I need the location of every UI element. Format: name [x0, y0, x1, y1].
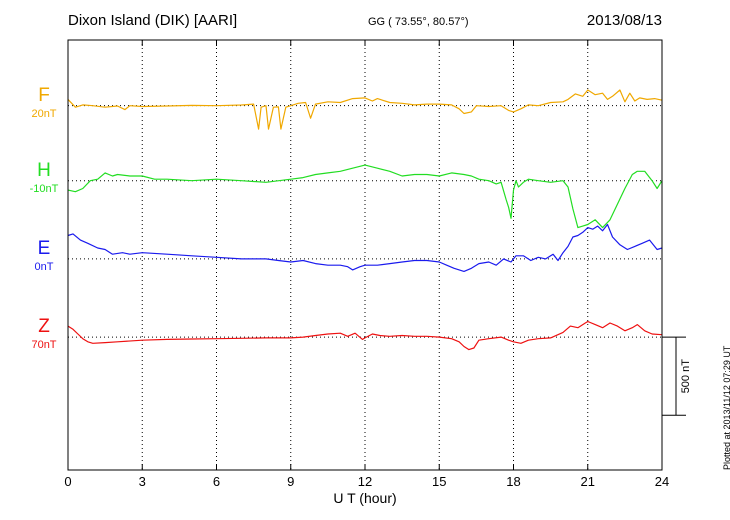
series-line-H [67, 164, 663, 229]
component-label-E: E 0nT [14, 237, 74, 273]
component-baseline-E: 0nT [34, 260, 54, 273]
baselines [68, 105, 662, 338]
tick-label-9: 9 [287, 474, 294, 489]
station-name: Dixon Island (DIK) [AARI] [68, 12, 238, 29]
series-line-E [67, 223, 663, 272]
component-baseline-F: 20nT [31, 107, 57, 120]
tick-label-6: 6 [213, 474, 220, 489]
component-name-H: H [37, 159, 51, 181]
series-line-Z [67, 320, 663, 351]
scale-bar-label: 500 nT [680, 359, 692, 394]
component-name-F: F [38, 84, 50, 106]
tick-label-24: 24 [655, 474, 669, 489]
component-baseline-Z: 70nT [31, 339, 57, 352]
tick-label-18: 18 [506, 474, 520, 489]
tick-label-0: 0 [64, 474, 71, 489]
station-coordinates: GG ( 73.55°, 80.57°) [368, 16, 469, 28]
plotted-timestamp: Plotted at 2013/11/12 07:29 UT [722, 345, 730, 470]
series-lines [67, 89, 663, 351]
component-label-Z: Z 70nT [14, 316, 74, 352]
series-line-F [67, 89, 663, 130]
grid [141, 40, 589, 470]
tick-label-12: 12 [358, 474, 372, 489]
scale-bar: 500 nT [662, 336, 692, 416]
tick-label-21: 21 [581, 474, 595, 489]
observation-date: 2013/08/13 [586, 12, 662, 29]
tick-label-3: 3 [139, 474, 146, 489]
x-axis-title: U T (hour) [333, 490, 396, 506]
x-axis-ticks: 0 3 6 9 12 15 18 21 24 [64, 40, 669, 489]
component-label-H: H -10nT [14, 159, 74, 195]
tick-label-15: 15 [432, 474, 446, 489]
component-name-Z: Z [38, 316, 50, 338]
component-label-F: F 20nT [14, 84, 74, 120]
component-baseline-H: -10nT [29, 182, 59, 195]
component-name-E: E [37, 237, 51, 259]
